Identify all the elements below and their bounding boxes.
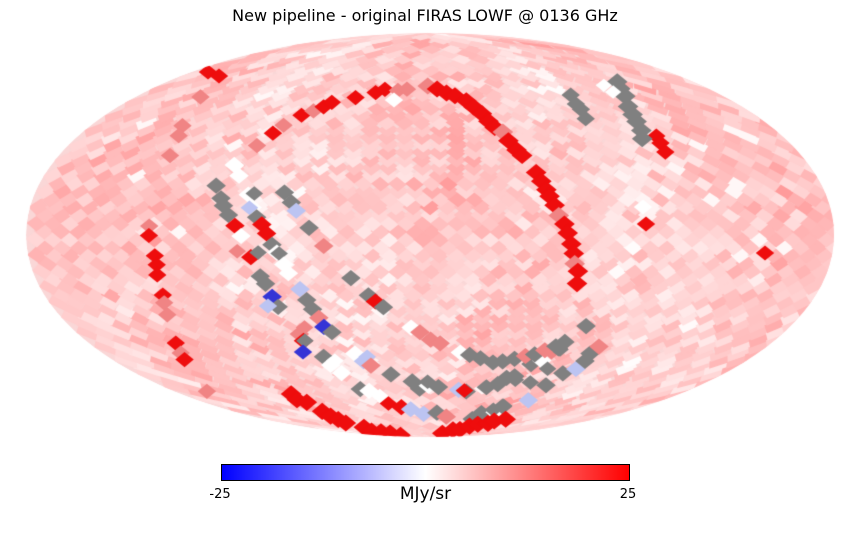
figure-title: New pipeline - original FIRAS LOWF @ 013… bbox=[232, 6, 618, 25]
colorbar-gradient bbox=[222, 465, 629, 480]
colorbar-max-tick-label: 25 bbox=[619, 487, 637, 502]
sky-map-canvas bbox=[0, 0, 850, 455]
colorbar bbox=[221, 464, 630, 481]
colorbar-min-tick-label: -25 bbox=[209, 487, 231, 502]
colorbar-unit-label: MJy/sr bbox=[399, 484, 452, 504]
